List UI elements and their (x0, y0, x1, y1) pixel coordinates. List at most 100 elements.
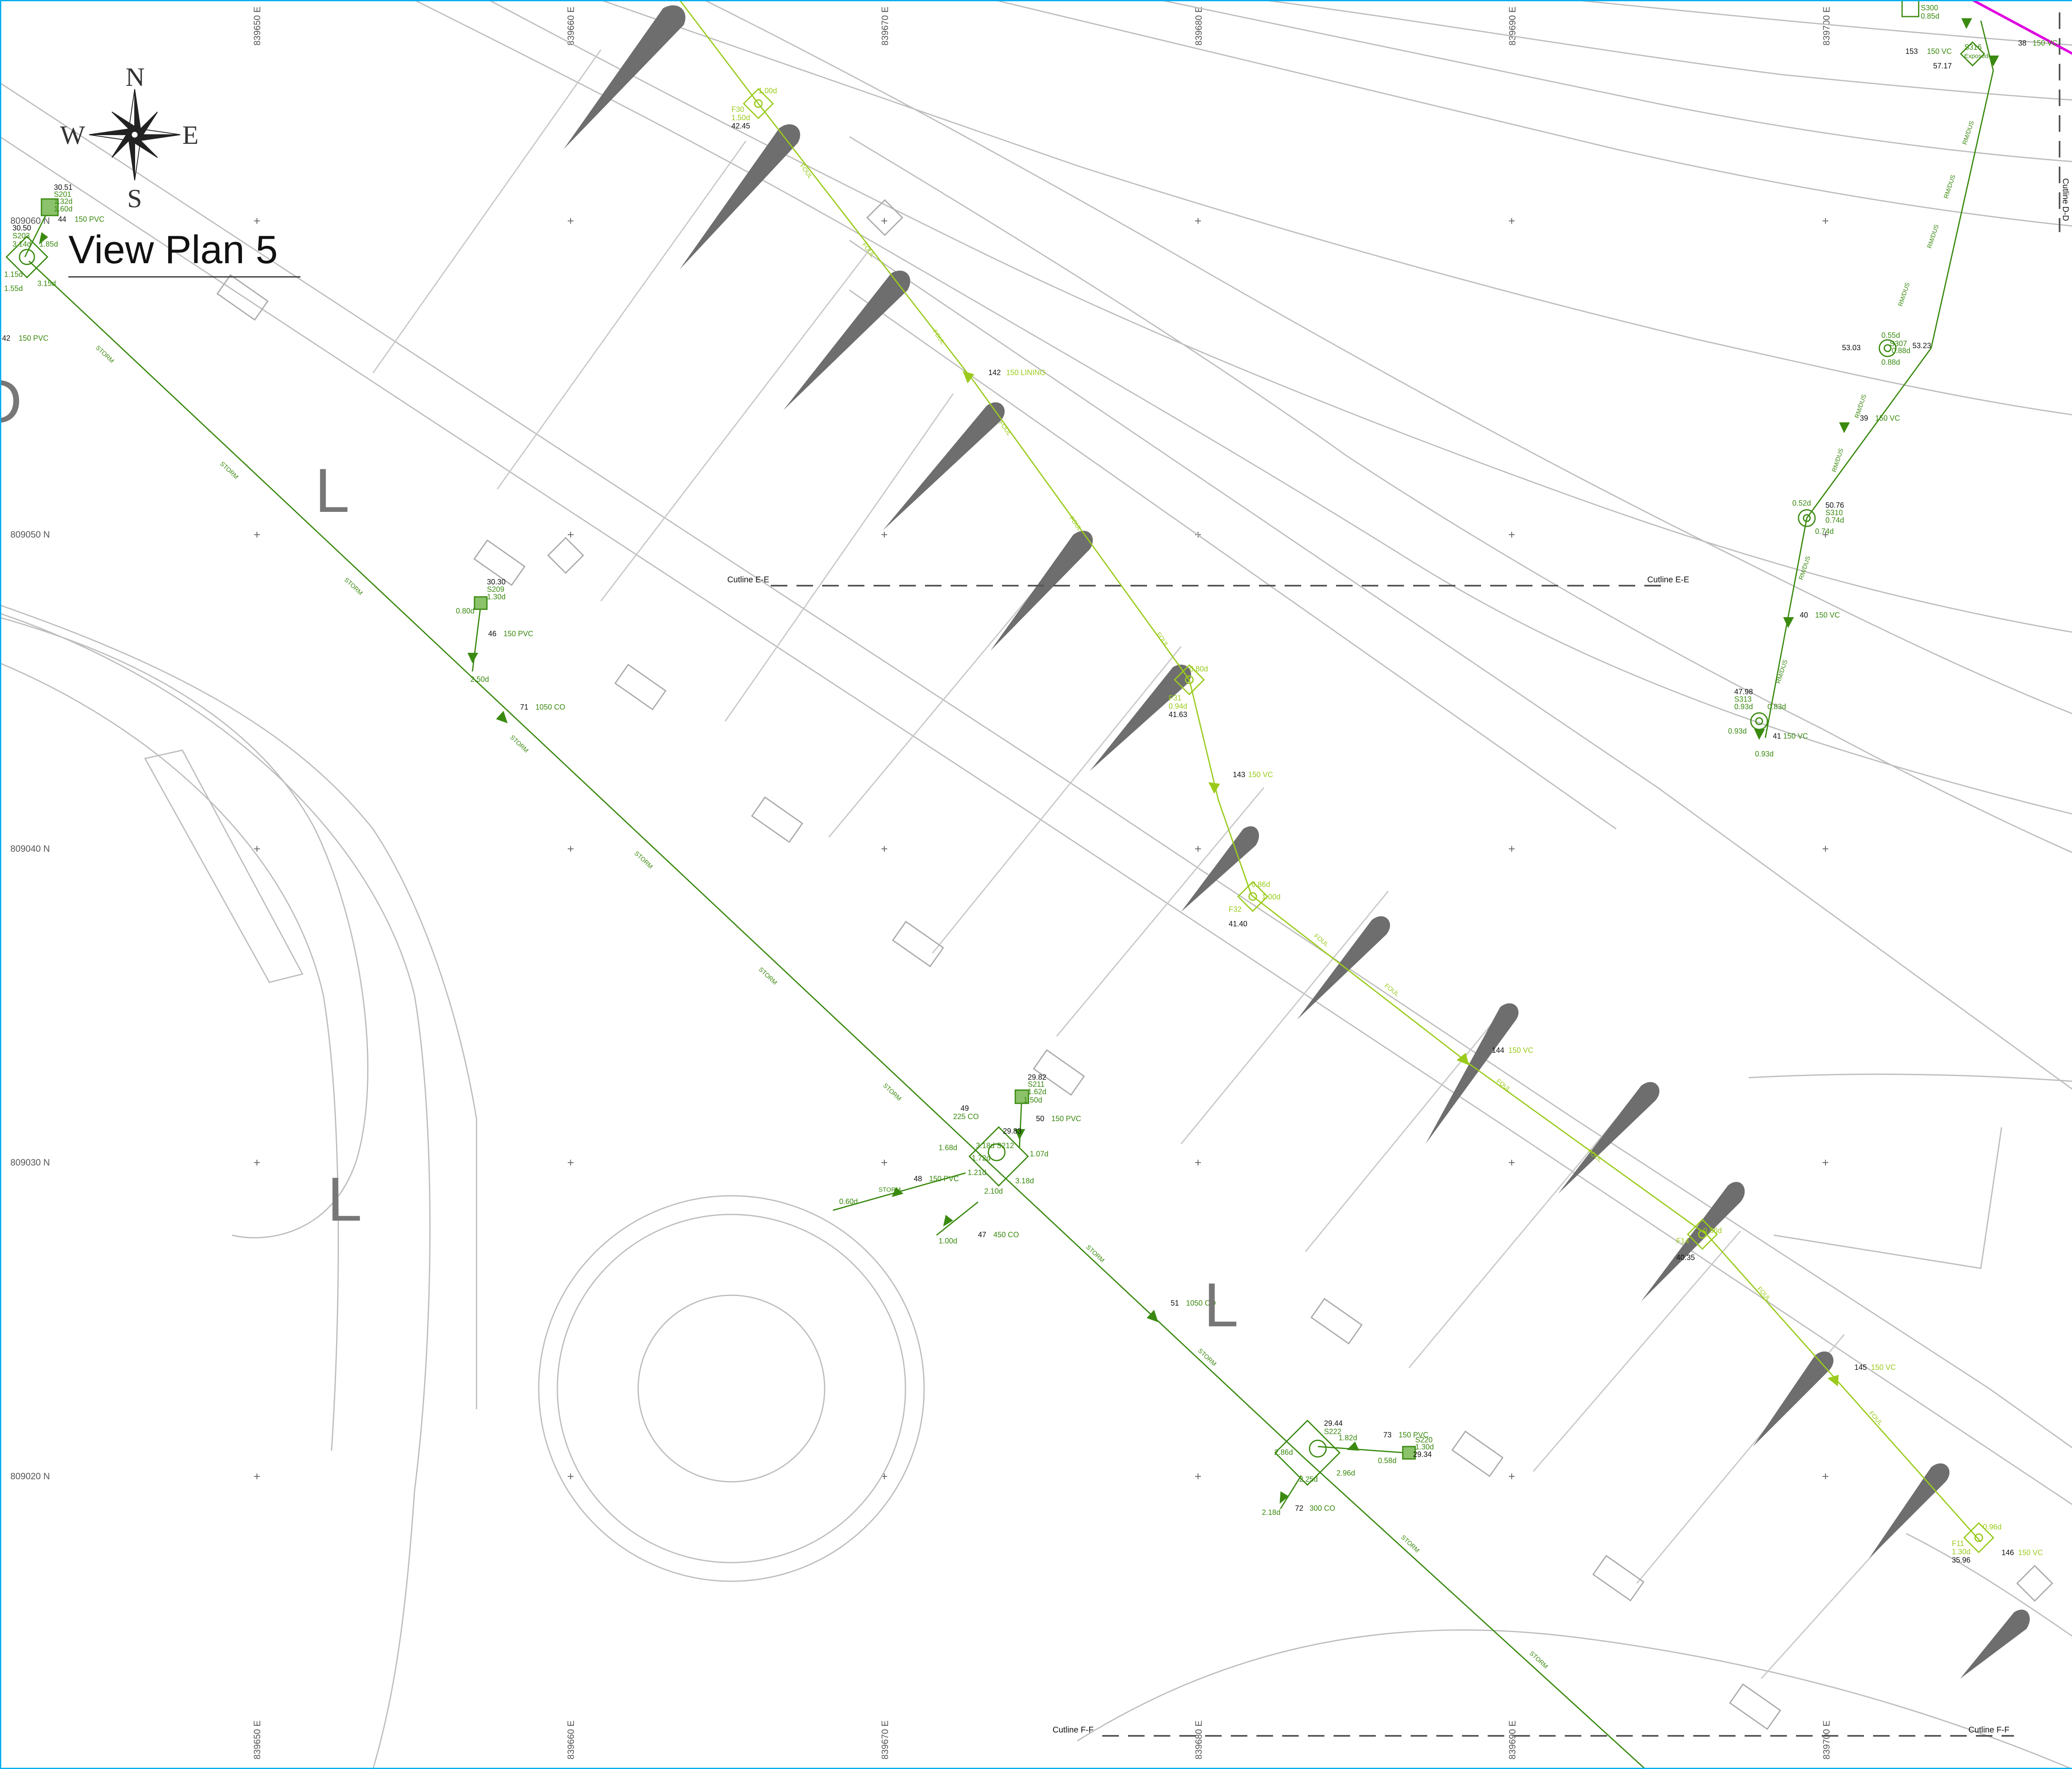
compass-n: N (126, 62, 145, 92)
s-209-d2: 0.80d (456, 607, 474, 615)
s-center-d5: 2.10d (984, 1187, 1003, 1195)
easting-label-bottom-2: 839660 E (566, 1721, 576, 1759)
s-313-id: S313 (1734, 695, 1752, 703)
pipe-note-71: 71 1050 CO (520, 703, 565, 711)
f-11-id: F11 (1952, 1539, 1964, 1548)
easting-label-bottom-5: 839690 E (1507, 1721, 1518, 1759)
rising-tag-2: RM/DUS (1943, 174, 1957, 200)
storm-tag-6: STORM (757, 966, 778, 986)
pipe-note-38: 38 150 VC (2018, 39, 2057, 47)
svg-text:150 VC: 150 VC (2018, 1548, 2043, 1557)
pipe-note-144: 144 150 VC (1492, 1046, 1533, 1054)
s-203-d4: 3.15d (37, 279, 56, 288)
svg-text:150 PVC: 150 PVC (503, 630, 533, 638)
tree-shadow-10 (1558, 1082, 1660, 1194)
svg-text:73: 73 (1383, 1431, 1392, 1439)
s-low-d3: 2.96d (1336, 1469, 1355, 1477)
svg-text:40: 40 (1800, 611, 1808, 619)
s-center-d3: 1.07d (1030, 1150, 1048, 1158)
f-22-d2: 1.00d (1262, 893, 1280, 901)
northing-label-left-4: 809030 N (10, 1157, 50, 1168)
easting-label-top-2: 839660 E (566, 7, 576, 46)
foul-arrow-144 (1457, 1053, 1469, 1065)
s-211-d2: 1.50d (1024, 1096, 1042, 1104)
manhole-f-14 (1687, 1219, 1718, 1250)
view-title-block: View Plan 5 (68, 228, 300, 278)
storm-tag-5: STORM (633, 850, 654, 870)
svg-text:300 CO: 300 CO (1310, 1504, 1335, 1512)
foul-arrow-145 (1828, 1375, 1839, 1386)
storm-arrow-71 (496, 711, 508, 723)
manhole-s-center (968, 1126, 1029, 1187)
f-14-id: F14 (1676, 1237, 1689, 1245)
page-title: View Plan 5 (68, 228, 278, 272)
s-310-d2: 0.74d (1825, 516, 1844, 524)
easting-label-bottom-3: 839670 E (880, 1721, 890, 1759)
compass-s: S (127, 184, 142, 213)
manhole-s-topleft (41, 198, 59, 216)
land-label-4: D (0, 366, 22, 436)
tree-shadow-6 (1090, 664, 1191, 771)
s-313-level: 47.98 (1734, 688, 1753, 696)
f-mid-d2: 0.94d (1169, 702, 1187, 710)
northing-label-left-5: 809020 N (10, 1471, 50, 1481)
s-center-level: 29.83 (1003, 1127, 1021, 1135)
manhole-s-209 (474, 596, 488, 610)
foul-tag-3: FOUL (931, 328, 946, 346)
s-low-level: 29.44 (1324, 1419, 1343, 1427)
land-label-3: L (1204, 1270, 1238, 1340)
s-topleft-d1: 1.32d (54, 197, 73, 206)
f-11-d1: 1.30d (1952, 1548, 1970, 1556)
grid-crosses (254, 218, 1828, 1479)
svg-text:47: 47 (978, 1231, 986, 1239)
land-label-2: L (327, 1164, 362, 1234)
s-203-level: 30.50 (12, 224, 31, 232)
s-203-d2: 1.15d (4, 270, 23, 279)
s-313-d4: 0.93d (1755, 750, 1774, 758)
svg-text:150 LINING: 150 LINING (1006, 368, 1046, 377)
svg-text:1050 CO: 1050 CO (1186, 1299, 1216, 1307)
svg-text:150 PVC: 150 PVC (75, 215, 104, 223)
tree-shadow-11 (1641, 1182, 1745, 1301)
land-labels: L L L D (0, 366, 1238, 1340)
pipe-note-72: 72 300 CO (1295, 1504, 1335, 1512)
pipe-note-143: 143 150 VC (1233, 771, 1273, 779)
svg-text:41: 41 (1773, 732, 1781, 740)
svg-text:450 CO: 450 CO (993, 1231, 1019, 1239)
storm-tag-2: STORM (218, 460, 240, 480)
f-22-level: 41.40 (1229, 920, 1247, 928)
storm-arrow-44 (39, 232, 48, 245)
rm-arrow-39 (1839, 422, 1850, 433)
s-310-d1: 0.52d (1792, 499, 1811, 507)
manhole-s-307 (1878, 339, 1897, 357)
svg-text:225 CO: 225 CO (953, 1112, 979, 1121)
s-310-id: S310 (1825, 509, 1843, 517)
s-center-d8: 0.60d (839, 1197, 858, 1206)
storm-tag-4: STORM (508, 734, 530, 754)
s-low-d1: 2.86d (1274, 1448, 1293, 1456)
tree-shadow-1 (564, 5, 685, 149)
s-209-d3: 2.50d (470, 675, 489, 683)
f-mid-id: F31 (1169, 694, 1181, 702)
pipe-note-142: 142 150 LINING (988, 368, 1046, 377)
pipe-note-47: 47 450 CO (978, 1231, 1019, 1239)
f-14-d1: 0.86d (1703, 1226, 1722, 1235)
manhole-s-300 (1901, 0, 1920, 17)
compass-w: W (60, 120, 85, 150)
svg-text:71: 71 (520, 703, 528, 711)
pipe-note-73: 73 150 PVC (1383, 1431, 1428, 1439)
svg-text:150 PVC: 150 PVC (1399, 1431, 1428, 1439)
s-low-d2: 2.25d (1299, 1475, 1318, 1483)
svg-text:150 VC: 150 VC (1508, 1046, 1533, 1054)
rising-tag-8: RM/DUS (1775, 659, 1789, 685)
foul-tag-4: FOUL (997, 419, 1013, 437)
s-316-note: Exposed (1964, 53, 1988, 60)
svg-text:150 VC: 150 VC (1815, 611, 1840, 619)
foul-tags: FOUL FOUL FOUL FOUL FOUL FOUL FOUL FOUL … (799, 162, 1884, 1427)
pipe-note-146: 146 150 VC (2002, 1548, 2043, 1557)
pipe-note-48: 48 150 PVC (914, 1175, 959, 1183)
svg-text:146: 146 (2002, 1548, 2014, 1557)
manhole-f-11 (1963, 1522, 1995, 1553)
s-center-d9: 1.00d (939, 1237, 957, 1245)
